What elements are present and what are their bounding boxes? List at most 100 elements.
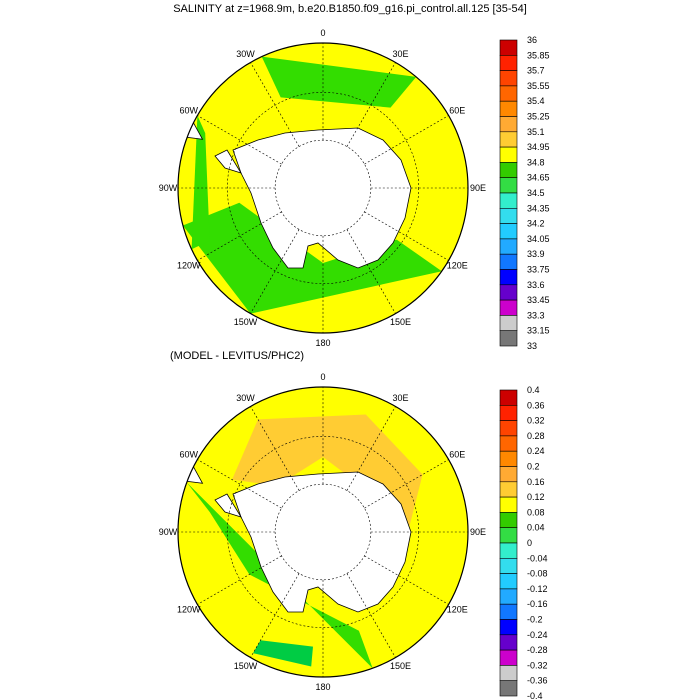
warm-region	[232, 414, 423, 532]
lon-label: 60E	[449, 106, 465, 116]
meridian-line	[364, 555, 449, 605]
colorbar-label: 35.55	[527, 81, 550, 91]
colorbar-label: -0.36	[527, 676, 548, 686]
colorbar-label: 34.95	[527, 142, 550, 152]
colorbar-swatch	[499, 680, 518, 697]
lon-label: 150W	[234, 317, 258, 327]
colorbar-swatch	[499, 435, 518, 452]
colorbar-swatch	[499, 649, 518, 666]
colorbar-label: 34.5	[527, 188, 545, 198]
colorbar-label: 0.08	[527, 507, 545, 517]
colorbar-label: 34.2	[527, 219, 545, 229]
colorbar-label: 0.28	[527, 431, 545, 441]
colorbar-label: 33.15	[527, 326, 550, 336]
lon-label: 30W	[236, 393, 255, 403]
colorbar-swatch	[499, 330, 518, 347]
colorbar-label: -0.28	[527, 645, 548, 655]
colorbar-label: 0.12	[527, 492, 545, 502]
lon-label: 90W	[159, 527, 178, 537]
colorbar-swatch	[499, 496, 518, 513]
meridian-line	[250, 229, 300, 314]
colorbar-swatch	[499, 420, 518, 437]
colorbar-label: 0.24	[527, 446, 545, 456]
lon-label: 120W	[177, 261, 201, 271]
colorbar-swatch	[499, 146, 518, 163]
colorbar-swatch	[499, 238, 518, 255]
peninsula-outline	[214, 149, 242, 174]
colorbar-label: 33.9	[527, 249, 545, 259]
colorbar-swatch	[499, 208, 518, 224]
colorbar-swatch	[499, 527, 518, 544]
colorbar-label: 35.4	[527, 96, 545, 106]
lon-label: 90E	[470, 527, 486, 537]
colorbar-swatch	[499, 450, 518, 467]
colorbar-swatch	[499, 557, 518, 574]
meridian-line	[364, 459, 449, 509]
lon-label: 60W	[180, 106, 199, 116]
colorbar-label: -0.32	[527, 660, 548, 670]
lon-label: 120E	[447, 261, 468, 271]
colorbar-label: 33.45	[527, 295, 550, 305]
meridian-line	[346, 573, 396, 658]
deep-green-region	[253, 640, 313, 667]
lon-label: 120E	[447, 605, 468, 615]
colorbar-label: -0.04	[527, 553, 548, 563]
colorbar-label: 0.36	[527, 400, 545, 410]
colorbar-label: 0.32	[527, 416, 545, 426]
lon-label: 120W	[177, 605, 201, 615]
colorbar-swatch	[499, 162, 518, 178]
lon-label: 90E	[470, 183, 486, 193]
colorbar-swatch	[499, 39, 518, 56]
lon-label: 60W	[180, 450, 199, 460]
difference-title: (MODEL - LEVITUS/PHC2)	[170, 350, 305, 362]
colorbar-label: 33.75	[527, 265, 550, 275]
colorbar-swatch	[499, 100, 518, 117]
meridian-line	[346, 229, 396, 314]
colorbar-swatch	[499, 603, 518, 620]
colorbar-swatch	[499, 131, 518, 148]
colorbar-swatch	[499, 192, 518, 209]
meridian-line	[250, 573, 300, 658]
colorbar-label: 0.2	[527, 462, 540, 472]
colorbar-label: 0.16	[527, 477, 545, 487]
lon-label: 30E	[392, 49, 408, 59]
lon-label: 150W	[234, 661, 258, 671]
colorbar-label: -0.2	[527, 615, 543, 625]
colorbar-label: -0.24	[527, 630, 548, 640]
salinity-map: 0 30E 60E 90E 120E 150E 180 150W 120W 90W 60W 30W	[159, 28, 486, 348]
lon-label: 150E	[390, 661, 411, 671]
meridian-line	[197, 115, 282, 165]
colorbar-swatch	[499, 512, 518, 529]
colorbar-swatch	[499, 588, 518, 605]
meridian-line	[346, 62, 396, 147]
map-border	[177, 386, 469, 678]
salinity-bar: 36 35.85 35.7 35.55 35.4 35.25 35.1 34.95 34.8 34…	[499, 35, 550, 351]
latitude-circle	[227, 435, 419, 628]
colorbar-swatch	[499, 404, 518, 421]
colorbar-label: 34.05	[527, 234, 550, 244]
colorbar-swatch	[499, 573, 518, 590]
meridian-line	[250, 406, 300, 491]
meridian-line	[346, 406, 396, 491]
green-region	[186, 482, 373, 669]
colorbar-label: 34.65	[527, 173, 550, 183]
lon-label: 0	[320, 28, 325, 38]
lon-label: 0	[320, 372, 325, 382]
colorbar-label: 33	[527, 341, 537, 351]
difference-map: 0 30E 60E 90E 120E 150E 180 150W 120W 90W 60W 30W	[159, 372, 486, 692]
lon-label: 60E	[449, 450, 465, 460]
colorbar-label: 0.4	[527, 385, 540, 395]
meridian-line	[364, 115, 449, 165]
lon-label: 30E	[392, 393, 408, 403]
lon-label: 180	[315, 338, 330, 348]
green-region	[191, 115, 210, 250]
meridian-line	[197, 211, 282, 261]
colorbar-label: -0.4	[527, 691, 543, 700]
colorbar-swatch	[499, 619, 518, 636]
colorbar-label: 36	[527, 35, 537, 45]
colorbar-label: 0	[527, 538, 532, 548]
colorbar-swatch	[499, 85, 518, 102]
colorbar-label: 34.8	[527, 157, 545, 167]
colorbar-label: 35.7	[527, 66, 545, 76]
